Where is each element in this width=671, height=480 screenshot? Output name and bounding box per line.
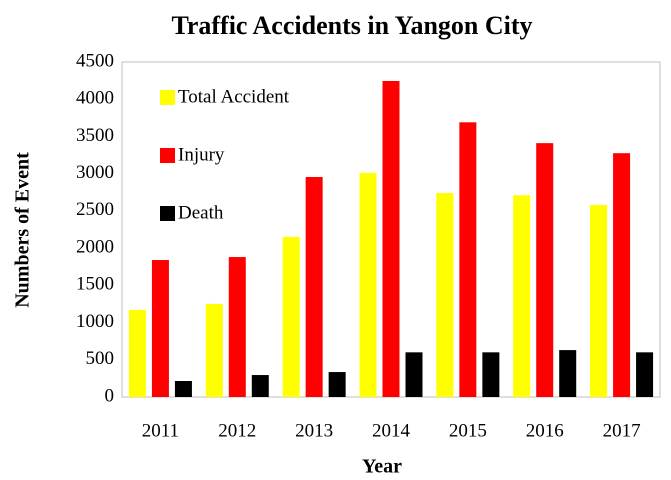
bar — [436, 193, 454, 397]
x-axis-label: Year — [362, 456, 402, 478]
bar — [613, 153, 631, 397]
bar — [359, 172, 377, 397]
bar — [559, 350, 577, 397]
bar — [482, 352, 500, 397]
legend-swatch — [160, 206, 175, 221]
x-tick-label: 2014 — [372, 420, 411, 441]
legend-swatch — [160, 90, 175, 105]
legend-swatch — [160, 148, 175, 163]
y-tick-label: 0 — [105, 385, 115, 406]
y-tick-label: 4000 — [76, 88, 114, 109]
bar — [305, 177, 323, 397]
x-tick-label: 2016 — [526, 420, 564, 441]
y-tick-label: 2000 — [76, 236, 114, 257]
y-tick-label: 2500 — [76, 199, 114, 220]
bar — [382, 80, 400, 397]
bar — [536, 143, 554, 397]
bar — [151, 260, 169, 397]
legend-label: Total Accident — [178, 86, 290, 107]
y-tick-label: 3000 — [76, 162, 114, 183]
bar — [636, 352, 654, 397]
bar — [174, 380, 192, 397]
bar — [205, 303, 223, 397]
x-tick-label: 2011 — [142, 420, 179, 441]
bar — [459, 122, 477, 398]
x-tick-label: 2017 — [603, 420, 641, 441]
y-tick-label: 1500 — [76, 274, 114, 295]
x-tick-label: 2012 — [218, 420, 256, 441]
y-tick-label: 500 — [86, 348, 115, 369]
y-axis-label: Numbers of Event — [12, 152, 34, 308]
bar — [405, 352, 423, 397]
chart-title: Traffic Accidents in Yangon City — [171, 11, 532, 40]
y-tick-label: 4500 — [76, 50, 114, 71]
x-tick-label: 2015 — [449, 420, 487, 441]
legend-label: Death — [178, 202, 224, 223]
bar — [590, 204, 608, 397]
bar — [328, 372, 346, 397]
y-tick-label: 3500 — [76, 125, 114, 146]
bar — [513, 195, 531, 397]
x-tick-label: 2013 — [295, 420, 333, 441]
bar — [228, 257, 246, 397]
bar — [251, 375, 269, 397]
y-tick-label: 1000 — [76, 311, 114, 332]
bar — [128, 309, 146, 397]
bar — [282, 236, 300, 397]
legend-label: Injury — [178, 144, 225, 165]
